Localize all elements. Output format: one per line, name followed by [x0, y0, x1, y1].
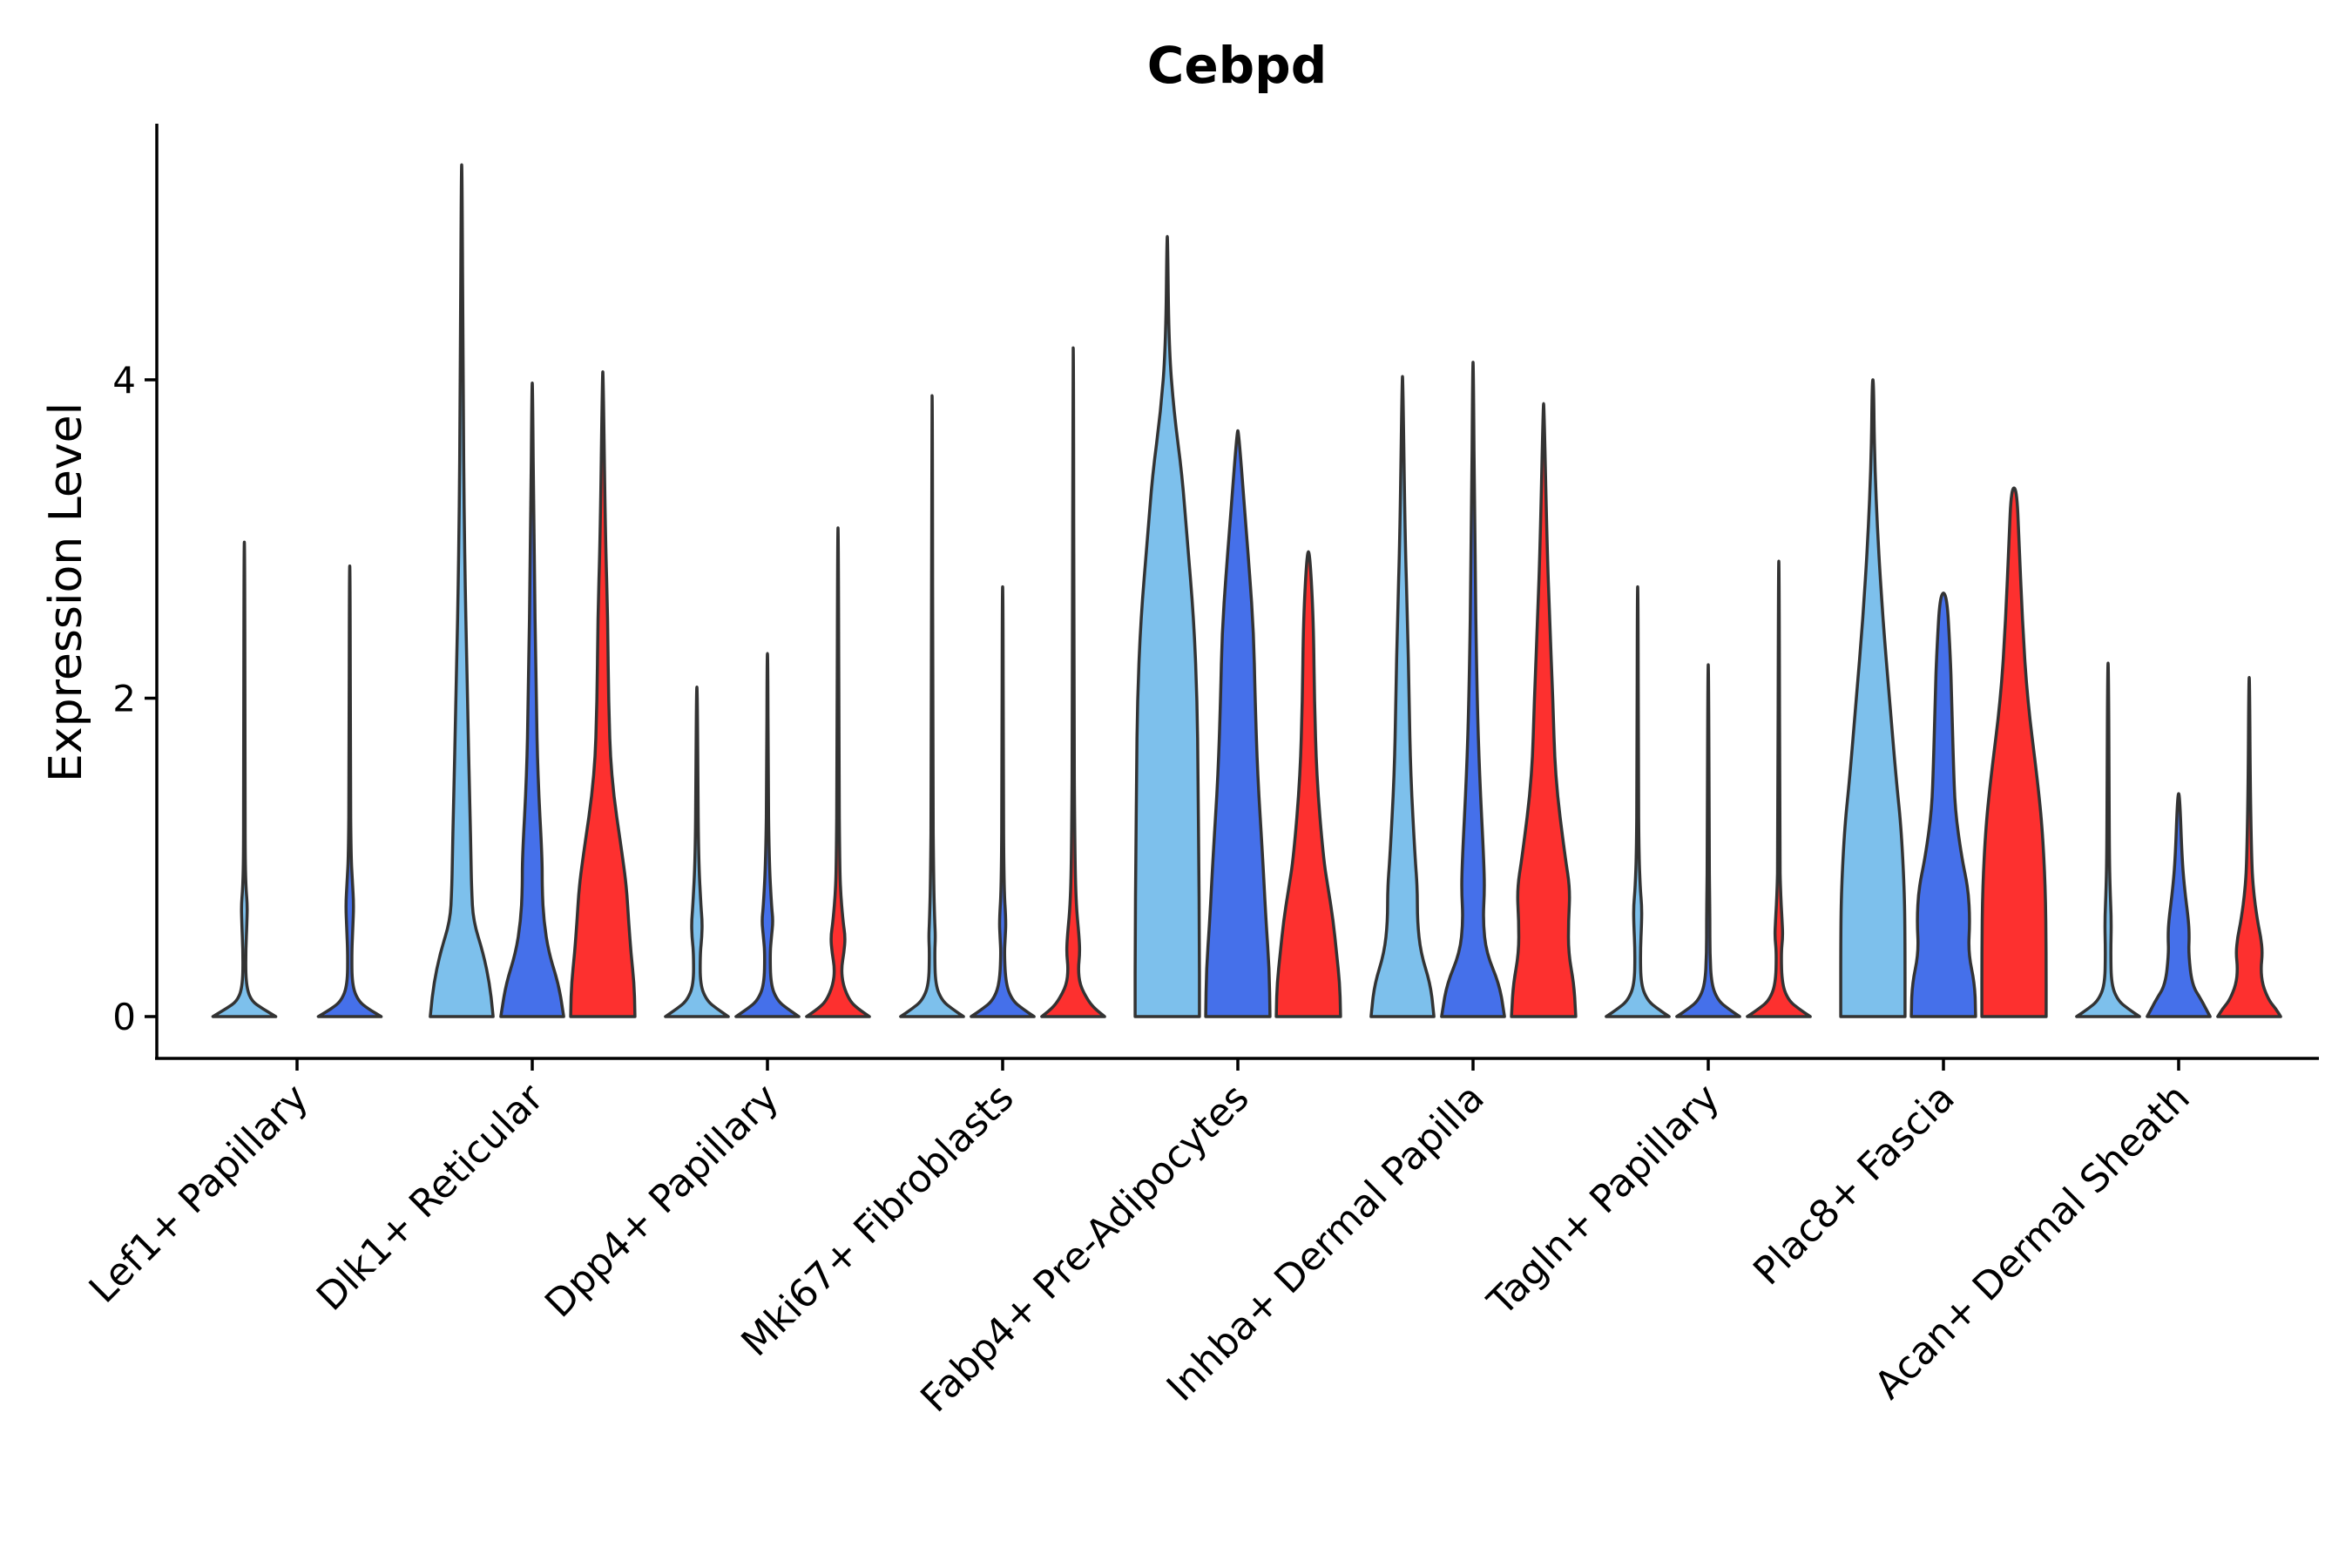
violins-layer: [211, 163, 2282, 1018]
violin-3-group-1: [664, 685, 730, 1018]
violin-2-group-1: [429, 163, 495, 1018]
chart-title: Cebpd: [1147, 36, 1327, 95]
violin-6-group-1: [1369, 375, 1436, 1018]
violin-8-group-3: [1980, 486, 2048, 1018]
violin-3-group-2: [734, 652, 801, 1018]
y-tick-label-0: 0: [112, 996, 136, 1038]
violin-5-group-2: [1204, 429, 1272, 1018]
violin-7-group-3: [1746, 559, 1812, 1018]
x-tick-label-1: Lef1+ Papillary: [81, 1076, 317, 1312]
x-tick-label-2: Dlk1+ Reticular: [308, 1075, 553, 1320]
violin-9-group-1: [2075, 661, 2141, 1018]
x-tick-label-7: Tagln+ Papillary: [1479, 1076, 1728, 1325]
violin-8-group-1: [1839, 378, 1907, 1018]
y-axis-label: Expression Level: [40, 402, 92, 782]
violin-4-group-3: [1040, 346, 1106, 1018]
violin-4-group-2: [970, 585, 1036, 1018]
violin-6-group-2: [1440, 361, 1506, 1018]
violin-6-group-3: [1510, 402, 1578, 1018]
violin-1-group-1: [211, 540, 278, 1018]
violin-9-group-3: [2216, 675, 2282, 1018]
violin-3-group-3: [805, 526, 871, 1018]
y-tick-label-4: 4: [112, 359, 136, 402]
violin-7-group-1: [1605, 585, 1671, 1018]
y-ticks: 0 2 4: [112, 359, 157, 1038]
x-tick-label-3: Dpp4+ Papillary: [537, 1076, 787, 1327]
violin-1-group-2: [316, 564, 383, 1018]
violin-8-group-2: [1909, 591, 1977, 1018]
violin-2-group-2: [499, 381, 565, 1018]
violin-2-group-3: [569, 370, 637, 1018]
violin-7-group-2: [1675, 663, 1741, 1018]
violin-5-group-3: [1274, 550, 1342, 1018]
x-tick-label-8: Plac8+ Fascia: [1745, 1076, 1963, 1294]
y-tick-label-2: 2: [112, 678, 136, 720]
violin-9-group-2: [2146, 792, 2212, 1018]
violin-5-group-1: [1133, 234, 1201, 1018]
violin-4-group-1: [899, 394, 965, 1018]
